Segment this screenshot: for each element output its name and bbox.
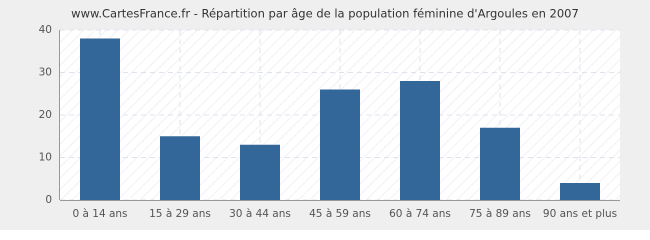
bar: [80, 38, 120, 200]
bar: [320, 89, 360, 200]
chart: www.CartesFrance.fr - Répartition par âg…: [0, 0, 650, 230]
x-tick-label: 30 à 44 ans: [229, 208, 291, 220]
x-tick-label: 0 à 14 ans: [72, 208, 127, 220]
x-tick-label: 60 à 74 ans: [389, 208, 451, 220]
x-tick-label: 75 à 89 ans: [469, 208, 531, 220]
bar: [160, 136, 200, 200]
chart-title: www.CartesFrance.fr - Répartition par âg…: [71, 7, 579, 21]
bar: [480, 127, 520, 200]
y-tick-label: 20: [39, 109, 52, 121]
bar: [240, 144, 280, 200]
y-tick-label: 30: [39, 67, 52, 79]
y-tick-label: 10: [39, 152, 52, 164]
y-tick-label: 40: [39, 24, 52, 36]
x-tick-label: 15 à 29 ans: [149, 208, 211, 220]
bar: [560, 183, 600, 200]
x-tick-label: 45 à 59 ans: [309, 208, 371, 220]
y-tick-label: 0: [45, 194, 52, 206]
x-tick-label: 90 ans et plus: [543, 208, 617, 220]
bar: [400, 81, 440, 200]
